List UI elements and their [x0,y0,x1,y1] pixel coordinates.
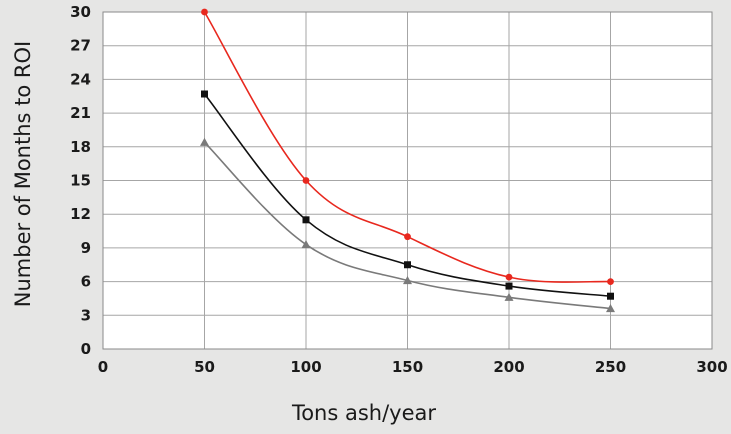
data-point-triangle [200,137,209,146]
y-tick-label: 15 [70,172,91,190]
data-point-circle [201,8,208,16]
data-point-square [302,216,310,224]
y-tick-label: 0 [81,340,91,358]
data-point-circle [607,278,614,285]
series-2 [201,90,614,300]
data-point-square [505,282,513,290]
plot-border [102,11,713,350]
y-tick-label: 12 [70,205,91,223]
x-tick-label: 50 [194,358,215,376]
data-point-triangle [504,292,514,301]
y-tick-label: 3 [81,306,91,324]
data-point-square [607,292,614,300]
data-point-triangle [301,240,311,249]
x-tick-label: 100 [290,358,321,376]
data-point-circle [404,233,411,241]
data-point-triangle [403,275,412,285]
x-tick-labels: 0 50 100 150 200 250 300 [98,358,728,376]
y-tick-label: 6 [81,273,91,291]
series-3 [200,137,615,313]
x-tick-label: 250 [595,358,626,376]
x-tick-label: 150 [392,358,423,376]
data-point-circle [302,177,310,184]
data-point-square [201,90,208,98]
data-point-square [404,261,411,269]
x-axis-title: Tons ash/year [291,401,436,425]
y-tick-label: 24 [70,70,91,88]
y-tick-label: 18 [70,138,91,156]
y-tick-labels: 0 3 6 9 12 15 18 21 24 27 30 [70,3,91,358]
x-tick-label: 0 [98,358,108,376]
y-tick-label: 9 [81,239,91,257]
series-layer [200,8,615,313]
series-1 [201,8,614,285]
y-tick-label: 27 [70,37,91,55]
y-tick-label: 21 [70,104,91,122]
data-point-triangle [606,304,615,313]
x-tick-label: 200 [493,358,524,376]
x-tick-label: 300 [696,358,727,376]
data-point-circle [505,273,513,281]
y-tick-label: 30 [70,3,91,21]
series-line [203,11,611,283]
y-axis-title: Number of Months to ROI [11,41,35,307]
